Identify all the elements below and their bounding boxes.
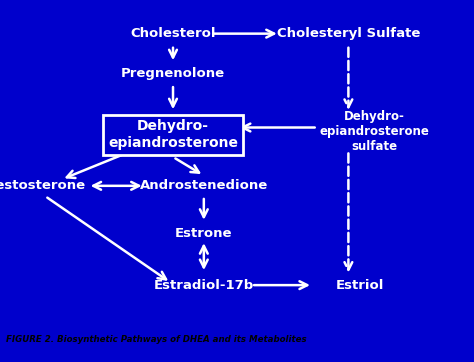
Text: Dehydro-
epiandrosterone: Dehydro- epiandrosterone bbox=[108, 119, 238, 150]
Text: Estriol: Estriol bbox=[336, 279, 384, 292]
Text: FIGURE 2. Biosynthetic Pathways of DHEA and its Metabolites: FIGURE 2. Biosynthetic Pathways of DHEA … bbox=[6, 334, 306, 344]
Text: Estrone: Estrone bbox=[175, 227, 233, 240]
Text: Testosterone: Testosterone bbox=[0, 179, 86, 192]
Text: Cholesteryl Sulfate: Cholesteryl Sulfate bbox=[277, 27, 420, 40]
Text: Estradiol-17b: Estradiol-17b bbox=[154, 279, 254, 292]
Text: Cholesterol: Cholesterol bbox=[130, 27, 216, 40]
Text: Dehydro-
epiandrosterone
sulfate: Dehydro- epiandrosterone sulfate bbox=[319, 110, 429, 153]
Text: Pregnenolone: Pregnenolone bbox=[121, 67, 225, 80]
Text: Androstenedione: Androstenedione bbox=[140, 179, 268, 192]
